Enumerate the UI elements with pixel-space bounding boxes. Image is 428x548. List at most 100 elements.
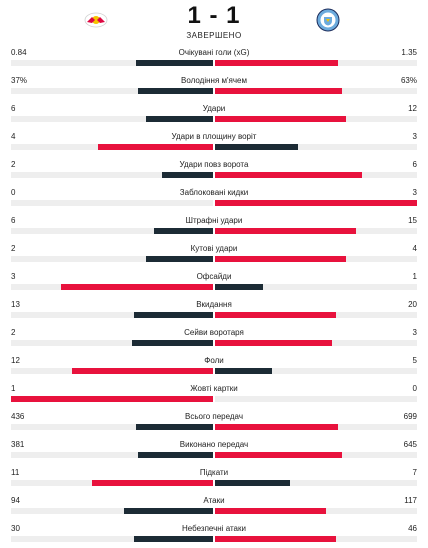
home-bar-fill [146,256,213,262]
away-bar-fill [215,480,290,486]
home-bar-track [11,256,213,262]
home-bar-fill [134,536,213,542]
away-bar-fill [215,536,336,542]
stat-row: 381 Виконано передач 645 [0,436,428,464]
home-bar-fill [136,60,213,66]
stat-label: Заблоковані кидки [179,188,249,197]
stat-row: 2 Кутові удари 4 [0,240,428,268]
away-bar-track [215,60,417,66]
home-value: 1 [11,384,16,393]
away-bar-track [215,256,417,262]
away-bar-track [215,172,417,178]
stat-label: Атаки [203,496,225,505]
away-value: 1 [412,272,417,281]
away-value: 46 [408,524,417,533]
away-bar-track [215,536,417,542]
stat-label: Вкидання [196,300,232,309]
away-bar-track [215,452,417,458]
stat-row: 436 Всього передач 699 [0,408,428,436]
away-bar-fill [215,368,272,374]
away-bar-track [215,508,417,514]
home-bar-fill [162,172,213,178]
away-bar-track [215,312,417,318]
away-value: 645 [403,440,417,449]
home-bar-fill [61,284,213,290]
home-value: 6 [11,104,16,113]
stat-row: 2 Удари повз ворота 6 [0,156,428,184]
stat-label: Очікувані голи (xG) [178,48,250,57]
away-bar-fill [215,452,342,458]
home-value: 11 [11,468,20,477]
stats-list: 0.84 Очікувані голи (xG) 1.35 37% Володіння … [0,44,428,548]
home-bar-fill [134,312,213,318]
away-bar-fill [215,88,342,94]
home-bar-track [11,480,213,486]
away-bar-fill [215,228,356,234]
away-value: 1.35 [401,48,417,57]
home-bar-fill [138,452,213,458]
home-bar-track [11,452,213,458]
home-bar-track [11,312,213,318]
home-value: 2 [11,160,16,169]
home-bar-fill [98,144,213,150]
away-value: 4 [412,244,417,253]
away-value: 3 [412,328,417,337]
away-bar-track [215,396,417,402]
stat-row: 94 Атаки 117 [0,492,428,520]
stat-row: 3 Офсайди 1 [0,268,428,296]
stat-label: Володіння м'ячем [181,76,247,85]
away-bar-track [215,228,417,234]
away-bar-fill [215,60,338,66]
away-bar-fill [215,200,417,206]
home-bar-track [11,116,213,122]
match-status: ЗАВЕРШЕНО [186,31,242,40]
away-bar-fill [215,508,326,514]
home-bar-track [11,172,213,178]
stat-label: Виконано передач [179,440,249,449]
away-value: 7 [412,468,417,477]
rb-leipzig-logo-icon[interactable] [84,8,108,32]
home-bar-fill [72,368,213,374]
home-bar-fill [132,340,213,346]
away-bar-fill [215,256,346,262]
home-bar-track [11,508,213,514]
stat-row: 1 Жовті картки 0 [0,380,428,408]
home-value: 0.84 [11,48,27,57]
stat-row: 11 Підкати 7 [0,464,428,492]
away-bar-track [215,424,417,430]
match-header: 1 - 1 ЗАВЕРШЕНО [0,0,428,44]
away-bar-track [215,368,417,374]
stat-row: 30 Небезпечні атаки 46 [0,520,428,548]
away-value: 20 [408,300,417,309]
stat-label: Удари [202,104,226,113]
away-bar-fill [215,340,332,346]
home-bar-track [11,200,213,206]
home-bar-fill [138,88,213,94]
away-value: 6 [412,160,417,169]
stat-label: Жовті картки [190,384,238,393]
manchester-city-logo-icon[interactable] [316,8,340,32]
stat-row: 2 Сейви воротаря 3 [0,324,428,352]
home-value: 12 [11,356,20,365]
home-bar-track [11,536,213,542]
away-bar-fill [215,116,346,122]
home-value: 3 [11,272,16,281]
home-value: 6 [11,216,16,225]
home-value: 2 [11,328,16,337]
home-value: 436 [11,412,25,421]
stat-label: Штрафні удари [185,216,243,225]
stat-label: Офсайди [196,272,232,281]
home-bar-track [11,60,213,66]
home-bar-track [11,284,213,290]
stat-label: Небезпечні атаки [182,524,246,533]
away-bar-fill [215,424,338,430]
home-bar-fill [146,116,213,122]
away-bar-fill [215,144,298,150]
home-bar-track [11,424,213,430]
home-bar-fill [92,480,213,486]
home-value: 4 [11,132,16,141]
away-bar-track [215,88,417,94]
stat-row: 13 Вкидання 20 [0,296,428,324]
stat-row: 12 Фоли 5 [0,352,428,380]
home-value: 94 [11,496,20,505]
